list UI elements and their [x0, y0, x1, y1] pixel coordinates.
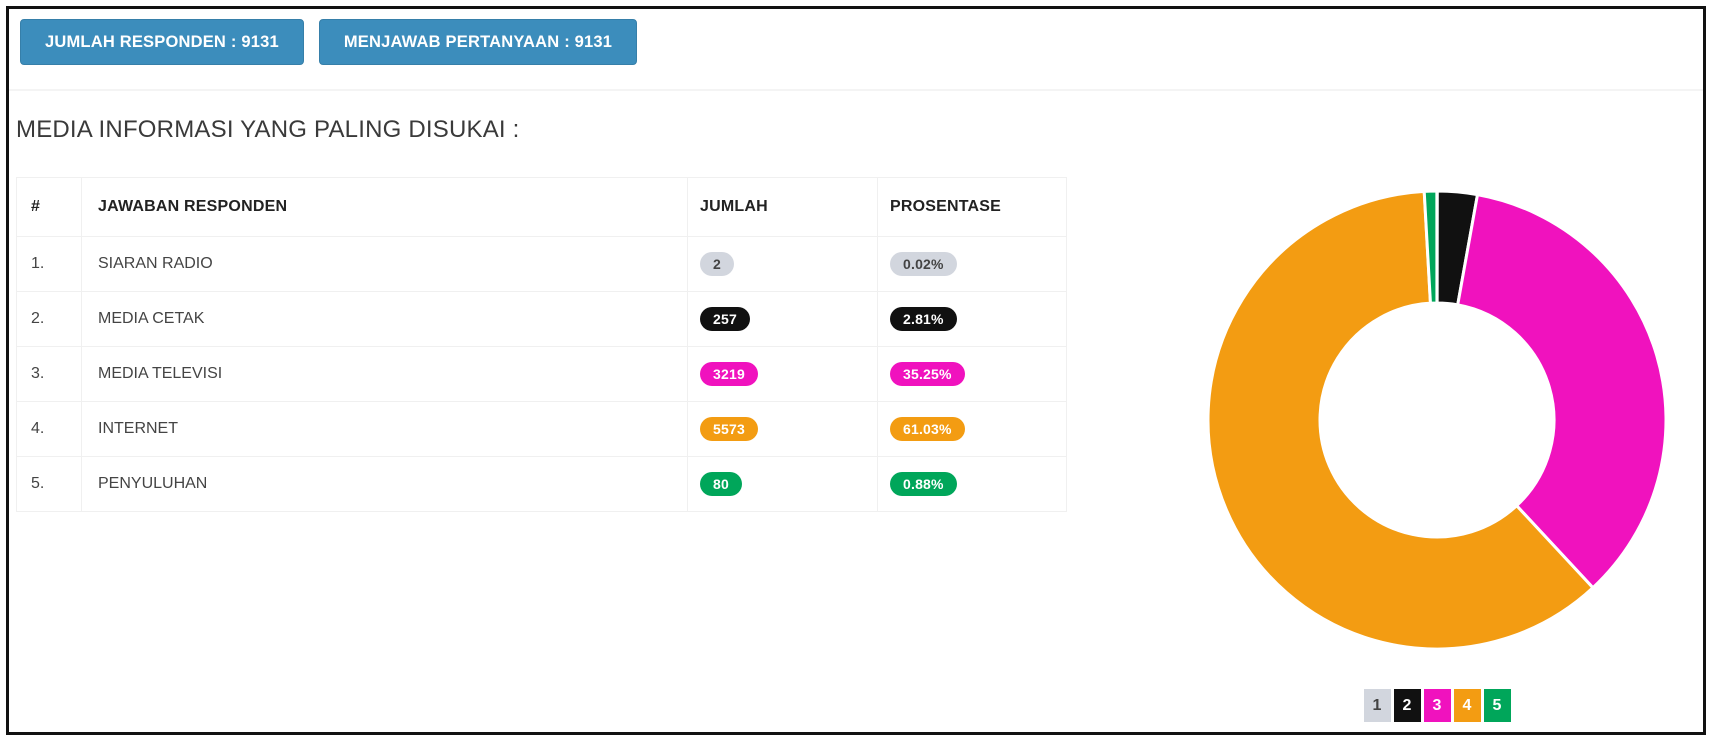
count-badge: 5573: [700, 417, 758, 441]
percent-badge: 2.81%: [890, 307, 957, 331]
column-header-3: PROSENTASE: [877, 177, 1067, 237]
answer-label: MEDIA CETAK: [81, 291, 688, 347]
respondents-count-button[interactable]: JUMLAH RESPONDEN : 9131: [20, 19, 304, 65]
table-row: 4. INTERNET 5573 61.03%: [16, 401, 1067, 457]
percent-badge: 0.88%: [890, 472, 957, 496]
legend-item-2[interactable]: 2: [1393, 689, 1421, 722]
row-number: 5.: [16, 456, 82, 512]
table-row: 3. MEDIA TELEVISI 3219 35.25%: [16, 346, 1067, 402]
answer-label: PENYULUHAN: [81, 456, 688, 512]
table-row: 2. MEDIA CETAK 257 2.81%: [16, 291, 1067, 347]
percent-badge: 61.03%: [890, 417, 965, 441]
column-header-1: JAWABAN RESPONDEN: [81, 177, 688, 237]
table-header-row: # JAWABAN RESPONDEN JUMLAH PROSENTASE: [16, 177, 1067, 237]
legend-item-5[interactable]: 5: [1483, 689, 1511, 722]
legend-item-1[interactable]: 1: [1363, 689, 1391, 722]
donut-slice-5[interactable]: [1422, 189, 1439, 305]
donut-slice-3[interactable]: [1455, 192, 1668, 590]
count-badge: 3219: [700, 362, 758, 386]
answer-label: MEDIA TELEVISI: [81, 346, 688, 402]
answer-label: SIARAN RADIO: [81, 236, 688, 292]
count-badge: 2: [700, 252, 734, 276]
results-table: # JAWABAN RESPONDEN JUMLAH PROSENTASE 1. SIA…: [16, 177, 1067, 512]
stats-buttons: JUMLAH RESPONDEN : 9131 MENJAWAB PERTANY…: [20, 19, 638, 65]
answer-label: INTERNET: [81, 401, 688, 457]
row-number: 2.: [16, 291, 82, 347]
percent-badge: 35.25%: [890, 362, 965, 386]
section-title: MEDIA INFORMASI YANG PALING DISUKAI :: [16, 116, 520, 143]
table-row: 5. PENYULUHAN 80 0.88%: [16, 456, 1067, 512]
donut-chart: [1206, 189, 1668, 651]
answered-count-button[interactable]: MENJAWAB PERTANYAAN : 9131: [318, 19, 638, 65]
header-divider: [9, 89, 1703, 91]
count-badge: 257: [700, 307, 750, 331]
column-header-2: JUMLAH: [687, 177, 878, 237]
row-number: 3.: [16, 346, 82, 402]
column-header-0: #: [16, 177, 82, 237]
row-number: 1.: [16, 236, 82, 292]
percent-badge: 0.02%: [890, 252, 957, 276]
donut-slice-4[interactable]: [1206, 189, 1596, 651]
row-number: 4.: [16, 401, 82, 457]
table-row: 1. SIARAN RADIO 2 0.02%: [16, 236, 1067, 292]
legend-item-4[interactable]: 4: [1453, 689, 1481, 722]
legend-item-3[interactable]: 3: [1423, 689, 1451, 722]
count-badge: 80: [700, 472, 742, 496]
